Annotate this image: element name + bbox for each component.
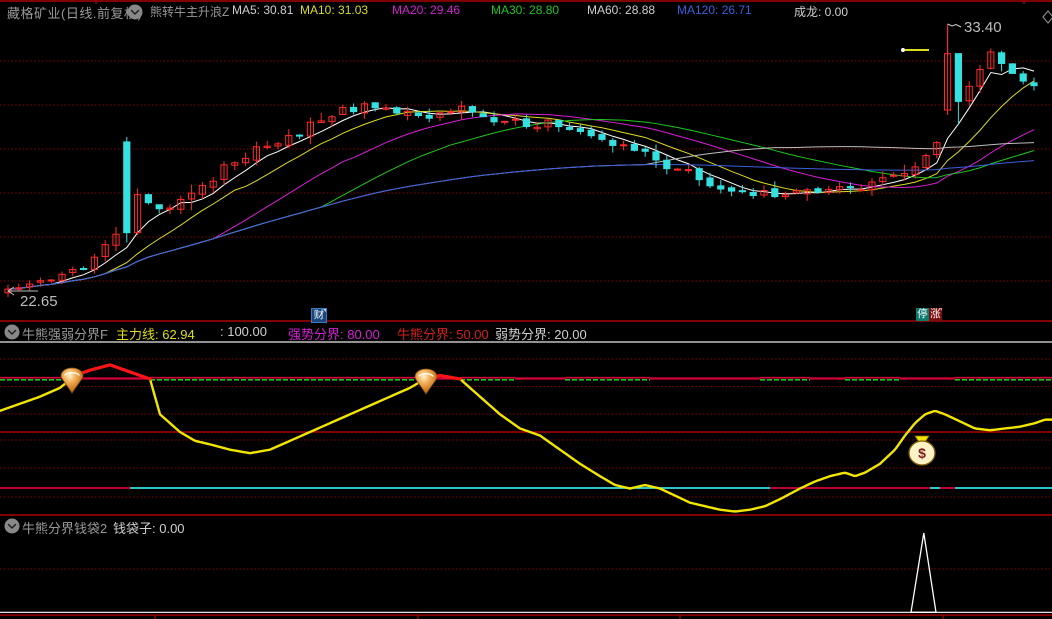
svg-text:$: $: [918, 445, 926, 461]
svg-text:22.65: 22.65: [20, 293, 58, 310]
svg-text:33.40: 33.40: [964, 19, 1002, 36]
